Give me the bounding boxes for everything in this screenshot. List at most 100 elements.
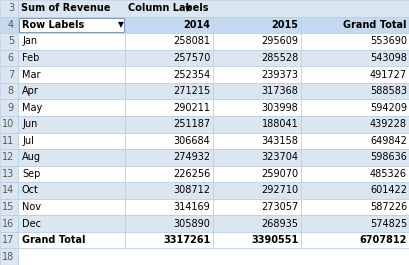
Bar — [213, 199, 301, 215]
Bar — [301, 182, 409, 199]
Bar — [18, 132, 125, 149]
Text: 303998: 303998 — [261, 103, 298, 113]
Text: 6: 6 — [8, 53, 14, 63]
Bar — [18, 16, 125, 33]
Text: Aug: Aug — [22, 152, 41, 162]
Bar — [18, 0, 409, 16]
Bar — [18, 199, 125, 215]
Bar — [125, 149, 213, 166]
Bar — [125, 215, 213, 232]
Text: Row Labels: Row Labels — [22, 20, 84, 30]
Bar — [301, 132, 409, 149]
Text: ▼: ▼ — [118, 20, 124, 29]
Text: 2015: 2015 — [271, 20, 298, 30]
Text: 251187: 251187 — [173, 119, 210, 129]
Bar — [18, 232, 125, 249]
Bar — [213, 132, 301, 149]
Bar — [18, 166, 125, 182]
Bar — [0, 182, 18, 199]
Text: 306684: 306684 — [173, 136, 210, 146]
Text: 259070: 259070 — [261, 169, 298, 179]
Text: 3317261: 3317261 — [162, 235, 210, 245]
Text: 594209: 594209 — [369, 103, 406, 113]
Text: 601422: 601422 — [369, 186, 406, 196]
Text: Jan: Jan — [22, 36, 37, 46]
Bar — [0, 199, 18, 215]
Text: Jun: Jun — [22, 119, 37, 129]
Text: 314169: 314169 — [173, 202, 210, 212]
Text: 543098: 543098 — [369, 53, 406, 63]
Text: 305890: 305890 — [173, 219, 210, 229]
Bar — [213, 33, 301, 50]
Text: 7: 7 — [8, 69, 14, 80]
Bar — [125, 199, 213, 215]
Bar — [125, 50, 213, 66]
Text: 290211: 290211 — [173, 103, 210, 113]
Bar — [0, 33, 18, 50]
Bar — [0, 0, 18, 16]
Text: 8: 8 — [8, 86, 14, 96]
Text: 3: 3 — [8, 3, 14, 13]
Text: 188041: 188041 — [261, 119, 298, 129]
Text: Mar: Mar — [22, 69, 40, 80]
Bar — [125, 33, 213, 50]
Bar — [125, 166, 213, 182]
Bar — [0, 232, 18, 249]
Text: 308712: 308712 — [173, 186, 210, 196]
Bar — [125, 232, 213, 249]
Text: 273057: 273057 — [261, 202, 298, 212]
Bar — [213, 166, 301, 182]
Text: Sum of Revenue: Sum of Revenue — [21, 3, 110, 13]
Text: 15: 15 — [2, 202, 14, 212]
Text: 3390551: 3390551 — [251, 235, 298, 245]
Text: 13: 13 — [2, 169, 14, 179]
Text: 274932: 274932 — [173, 152, 210, 162]
Bar — [18, 182, 125, 199]
Bar — [18, 99, 125, 116]
Text: 439228: 439228 — [369, 119, 406, 129]
Bar — [213, 232, 301, 249]
Bar — [0, 50, 18, 66]
Bar — [0, 66, 18, 83]
Bar — [125, 182, 213, 199]
Text: 6707812: 6707812 — [359, 235, 406, 245]
Bar — [125, 83, 213, 99]
Text: 553690: 553690 — [369, 36, 406, 46]
Bar — [18, 83, 125, 99]
Text: 252354: 252354 — [173, 69, 210, 80]
Text: 587226: 587226 — [369, 202, 406, 212]
Bar — [301, 16, 409, 33]
Text: 5: 5 — [8, 36, 14, 46]
Text: 285528: 285528 — [261, 53, 298, 63]
Text: 18: 18 — [2, 252, 14, 262]
Text: 485326: 485326 — [369, 169, 406, 179]
Bar — [301, 232, 409, 249]
Text: Oct: Oct — [22, 186, 39, 196]
Text: 9: 9 — [8, 103, 14, 113]
Bar — [213, 16, 301, 33]
Bar — [18, 66, 125, 83]
Bar — [18, 116, 125, 132]
Bar — [18, 249, 409, 265]
Bar — [213, 83, 301, 99]
Text: 292710: 292710 — [261, 186, 298, 196]
Text: 588583: 588583 — [369, 86, 406, 96]
Bar — [213, 215, 301, 232]
Bar — [301, 166, 409, 182]
Bar — [301, 215, 409, 232]
Text: Grand Total: Grand Total — [22, 235, 85, 245]
Bar — [213, 99, 301, 116]
Text: 239373: 239373 — [261, 69, 298, 80]
Bar — [0, 16, 18, 33]
Text: 17: 17 — [2, 235, 14, 245]
Text: 268935: 268935 — [261, 219, 298, 229]
Bar — [18, 215, 125, 232]
Bar — [213, 182, 301, 199]
Text: 2014: 2014 — [183, 20, 210, 30]
Bar — [301, 149, 409, 166]
Text: 10: 10 — [2, 119, 14, 129]
Text: 649842: 649842 — [369, 136, 406, 146]
Text: Jul: Jul — [22, 136, 34, 146]
Text: 491727: 491727 — [369, 69, 406, 80]
Bar — [125, 116, 213, 132]
